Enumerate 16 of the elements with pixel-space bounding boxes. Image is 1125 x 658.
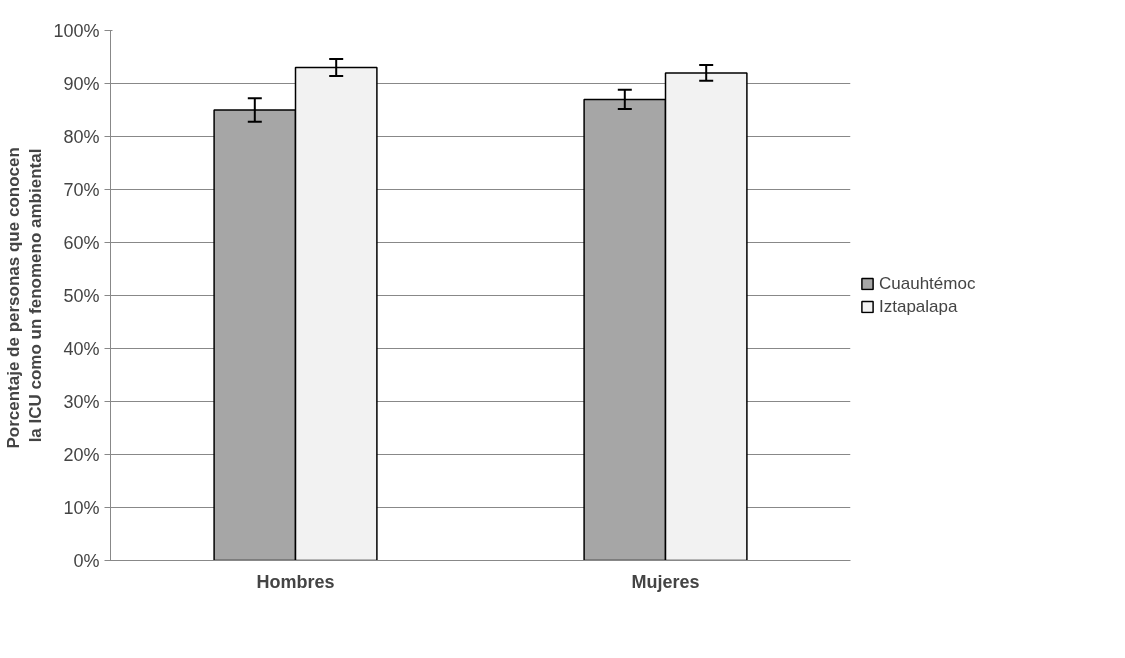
x-tick-label: Hombres <box>256 571 335 592</box>
y-tick-label: 0% <box>73 550 100 571</box>
legend-label: Iztapalapa <box>879 296 958 317</box>
y-tick-label: 60% <box>63 232 100 253</box>
y-tick-label: 40% <box>63 338 100 359</box>
y-tick-label: 20% <box>63 444 100 465</box>
y-tick-label: 80% <box>63 126 100 147</box>
x-tick-label: Mujeres <box>631 571 700 592</box>
y-tick-label: 30% <box>63 391 100 412</box>
y-tick-label: 90% <box>63 73 100 94</box>
y-axis-title: Porcentaje de personas que conocen la ICU como un fenomeno ambiental <box>3 147 46 449</box>
y-tick-label: 50% <box>63 285 100 306</box>
y-tick-label: 10% <box>63 497 100 518</box>
y-tick-label: 100% <box>53 20 100 41</box>
legend-label: Cuauhtémoc <box>879 273 976 294</box>
y-tick-label: 70% <box>63 179 100 200</box>
